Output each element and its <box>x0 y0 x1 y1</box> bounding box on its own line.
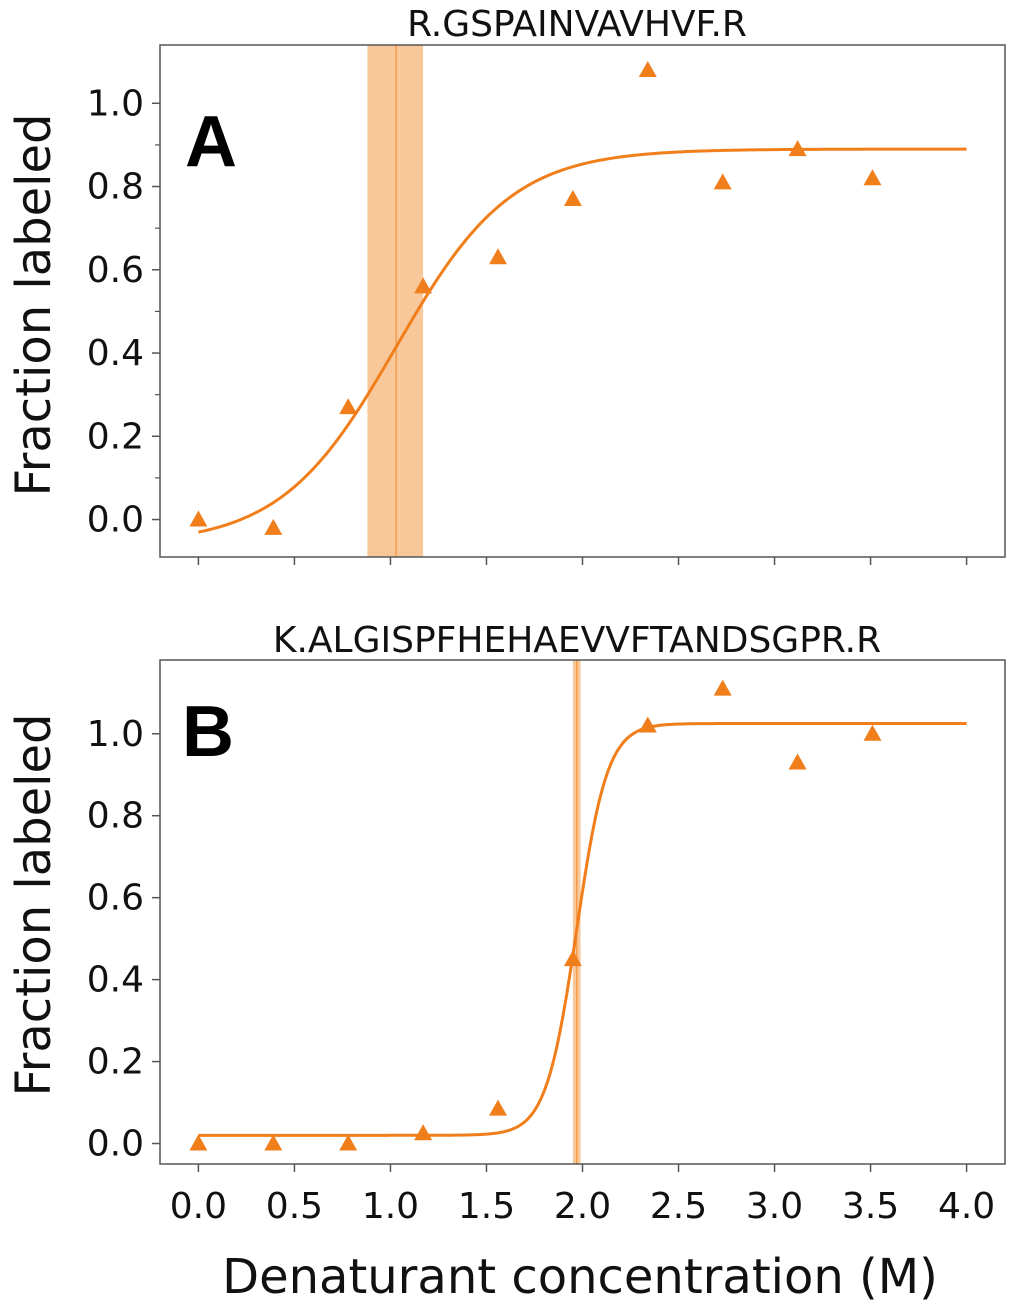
panel-a-data-point <box>563 190 582 207</box>
panel-a-data-point <box>264 518 283 535</box>
panel-a-points <box>189 60 882 535</box>
panel-b-xtick-label: 1.5 <box>458 1186 515 1227</box>
panel-a-data-point <box>863 169 882 186</box>
panel-b-ytick-label: 0.8 <box>87 796 144 837</box>
panel-b-title: K.ALGISPFHEHAEVVFTANDSGPR.R <box>273 620 881 661</box>
panel-b-data-point <box>713 679 732 696</box>
panel-a-midpoint-band <box>367 45 424 557</box>
panel-b-xtick-label: 0.5 <box>266 1186 323 1227</box>
panel-a-ytick-label: 1.0 <box>87 83 144 124</box>
panel-b-letter: B <box>182 692 234 772</box>
panel-a-data-point <box>788 140 807 157</box>
panel-b-data-point <box>414 1124 433 1141</box>
panel-a-ylabel: Fraction labeled <box>6 114 62 497</box>
panel-a-ytick-label: 0.6 <box>87 250 144 291</box>
panel-b-data-point <box>489 1099 507 1116</box>
panel-b-ytick-label: 0.2 <box>87 1042 144 1083</box>
panel-b-ytick-label: 0.6 <box>87 878 144 919</box>
panel-b-data-point <box>638 716 657 733</box>
panel-a-data-point <box>339 398 358 415</box>
panel-b-ytick-label: 1.0 <box>87 714 144 755</box>
panel-b-points <box>189 679 882 1151</box>
x-axis-label: Denaturant concentration (M) <box>222 1249 938 1305</box>
panel-b-data-point <box>189 1134 208 1151</box>
panel-b-data-point <box>264 1134 283 1151</box>
panel-b-xtick-label: 3.5 <box>842 1186 899 1227</box>
panel-a: 0.0 0.2 0.4 0.6 0.8 1.0 R.GSPAINVAVHVF.R A Fr… <box>6 4 1006 565</box>
panel-a-ytick-label: 0.0 <box>87 500 144 541</box>
panel-a-data-point <box>489 248 507 265</box>
panel-b-fit-curve <box>198 722 967 1137</box>
panel-b-ytick-label: 0.0 <box>87 1124 144 1165</box>
panel-b-data-point <box>863 724 882 741</box>
panel-a-frame <box>159 44 1006 558</box>
panel-b-data-point <box>339 1134 358 1151</box>
panel-a-fit <box>198 147 967 534</box>
panel-b-ytick-label: 0.4 <box>87 960 144 1001</box>
panel-a-title: R.GSPAINVAVHVF.R <box>407 4 747 45</box>
panel-a-bands <box>367 45 424 557</box>
panel-b-xtick-label: 2.0 <box>554 1186 611 1227</box>
panel-b-ylabel: Fraction labeled <box>6 714 62 1097</box>
panel-b-data-point <box>788 753 807 770</box>
panel-a-ytick-label: 0.8 <box>87 167 144 208</box>
panel-b-xtick-label: 1.0 <box>362 1186 419 1227</box>
panel-b-xtick-label: 3.0 <box>746 1186 803 1227</box>
panel-b-bands <box>572 660 581 1164</box>
panel-a-data-point <box>638 60 657 77</box>
panel-a-data-point <box>713 173 732 190</box>
panel-b-xtick-label: 2.5 <box>650 1186 707 1227</box>
panel-a-data-point <box>189 510 208 527</box>
panel-a-axes: 0.0 0.2 0.4 0.6 0.8 1.0 <box>87 44 1006 565</box>
panel-b-xtick-label: 0.0 <box>170 1186 227 1227</box>
panel-a-data-point <box>414 277 433 294</box>
panel-a-letter: A <box>185 102 237 182</box>
panel-a-ytick-label: 0.4 <box>87 333 144 374</box>
panel-b-data-point <box>563 950 582 967</box>
panel-b-fit <box>198 722 967 1137</box>
panel-b-xtick-label: 4.0 <box>938 1186 995 1227</box>
panel-b: 0.0 0.2 0.4 0.6 0.8 1.0 0.0 0.5 1.0 1.5 2.0 2.5 3.0 3… <box>6 620 1006 1227</box>
panel-a-ytick-label: 0.2 <box>87 416 144 457</box>
panel-a-fit-curve <box>198 147 967 534</box>
panel-b-axes: 0.0 0.2 0.4 0.6 0.8 1.0 0.0 0.5 1.0 1.5 2.0 2.5 3.0 3… <box>87 659 1006 1227</box>
